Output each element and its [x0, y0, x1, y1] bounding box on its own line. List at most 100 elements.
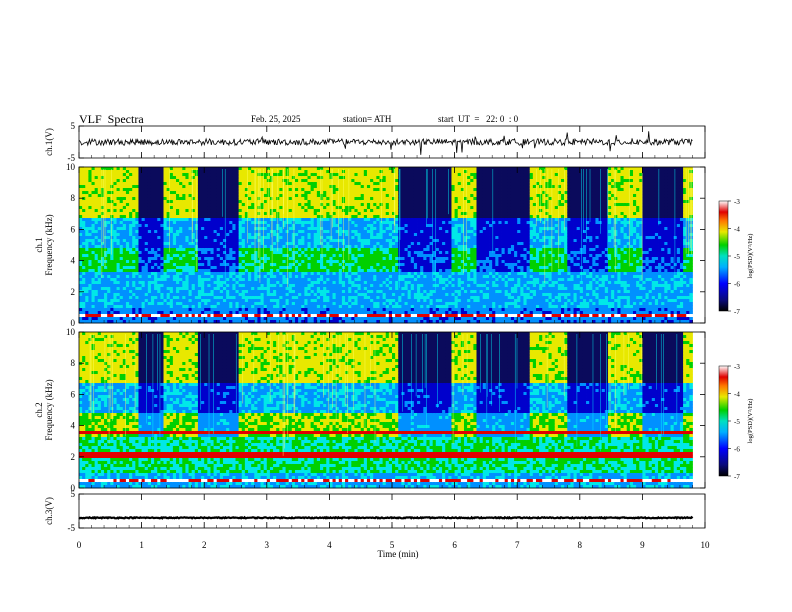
spectrogram-cell [116, 173, 121, 177]
spectrogram-cell [219, 278, 224, 282]
spectrogram-cell [285, 299, 290, 303]
spectrogram-cell [251, 302, 255, 306]
spectrogram-cell [254, 266, 258, 270]
spectrogram-cell [85, 212, 89, 216]
spectrogram-cell [332, 206, 337, 210]
spectrogram-cell [373, 197, 377, 201]
spectrogram-cell [238, 173, 243, 177]
spectrogram-cell [354, 266, 358, 270]
spectrogram-cell [176, 236, 180, 240]
spectrogram-cell [260, 236, 265, 240]
spectrogram-cell [363, 200, 368, 204]
spectrogram-cell [323, 287, 327, 291]
spectrogram-cell [104, 176, 108, 180]
spectrogram-cell [348, 218, 352, 222]
spectrogram-cell [260, 290, 265, 294]
spectrogram-cell [210, 212, 214, 216]
spectrogram-cell [119, 290, 124, 294]
spectrogram-cell [110, 173, 114, 177]
spectrogram-cell [116, 320, 121, 324]
spectrogram-cell [345, 239, 349, 243]
spectrogram-cell [266, 194, 271, 198]
spectrogram-cell [257, 170, 261, 174]
spectrogram-cell [222, 284, 227, 288]
spectrogram-cell [294, 296, 299, 300]
spectrogram-cell [357, 281, 362, 285]
spectrogram-cell [251, 257, 255, 261]
spectrogram-cell [213, 239, 218, 243]
spectrogram-cell [232, 191, 236, 195]
spectrogram-cell [172, 185, 177, 189]
spectrogram-cell [332, 296, 337, 300]
spectrogram-cell [85, 188, 89, 192]
spectrogram-cell [163, 215, 168, 219]
spectrogram-cell [97, 227, 102, 231]
spectrogram-cell [163, 203, 168, 207]
spectrogram-cell [88, 308, 92, 312]
spectrogram-cell [179, 224, 183, 228]
spectrogram-cell [366, 263, 371, 267]
spectrogram-cell [294, 206, 299, 210]
spectrogram-cell [147, 305, 152, 309]
spectrogram-cell [185, 317, 189, 321]
spectrogram-cell [85, 284, 89, 288]
spectrogram-cell [163, 182, 168, 186]
spectrogram-cell [351, 299, 355, 303]
spectrogram-cell [366, 230, 371, 234]
spectrogram-cell [141, 212, 146, 216]
spectrogram-cell [157, 227, 161, 231]
spectrogram-cell [147, 233, 152, 237]
spectrogram-cell [113, 251, 117, 255]
spectrogram-cell [266, 314, 271, 318]
spectrogram-cell [91, 248, 96, 252]
spectrogram-cell [279, 182, 283, 186]
spectrogram-cell [254, 293, 258, 297]
spectrogram-cell [235, 311, 240, 315]
spectrogram-cell [150, 314, 155, 318]
spectrogram-cell [119, 236, 124, 240]
spectrogram-cell [335, 281, 340, 285]
spectrogram-cell [150, 260, 155, 264]
spectrogram-cell [276, 251, 280, 255]
spectrogram-cell [360, 200, 365, 204]
spectrogram-cell [360, 251, 365, 255]
spectrogram-cell [260, 275, 265, 279]
spectrogram-cell [363, 251, 368, 255]
spectrogram-cell [169, 185, 174, 189]
spectrogram-cell [351, 218, 355, 222]
spectrogram-cell [160, 185, 164, 189]
spectrogram-cell [157, 203, 161, 207]
spectrogram-cell [169, 302, 174, 306]
spectrogram-cell [335, 194, 340, 198]
spectrogram-cell [197, 254, 202, 258]
spectrogram-cell [301, 251, 305, 255]
spectrogram-cell [113, 224, 117, 228]
spectrogram-cell [226, 167, 230, 171]
spectrogram-cell [204, 167, 208, 171]
spectrogram-cell [304, 248, 308, 252]
spectrogram-cell [197, 215, 202, 219]
spectrogram-cell [294, 191, 299, 195]
spectrogram-cell [370, 266, 374, 270]
spectrogram-cell [125, 197, 130, 201]
spectrogram-cell [166, 239, 171, 243]
spectrogram-cell [235, 215, 240, 219]
spectrogram-cell [282, 215, 286, 219]
spectrogram-cell [370, 272, 374, 276]
spectrogram-cell [288, 185, 293, 189]
spectrogram-cell [235, 236, 240, 240]
spectrogram-cell [288, 260, 293, 264]
spectrogram-cell [110, 191, 114, 195]
spectrogram-cell [229, 320, 233, 324]
spectrogram-cell [257, 200, 261, 204]
spectrogram-cell [138, 182, 142, 186]
spectrogram-cell [266, 293, 271, 297]
spectrogram-cell [279, 305, 283, 309]
spectrogram-cell [222, 263, 227, 267]
spectrogram-cell [254, 281, 258, 285]
spectrogram-cell [282, 302, 286, 306]
spectrogram-cell [316, 167, 321, 171]
spectrogram-cell [216, 203, 221, 207]
spectrogram-cell [138, 281, 142, 285]
spectrogram-cell [323, 209, 327, 213]
